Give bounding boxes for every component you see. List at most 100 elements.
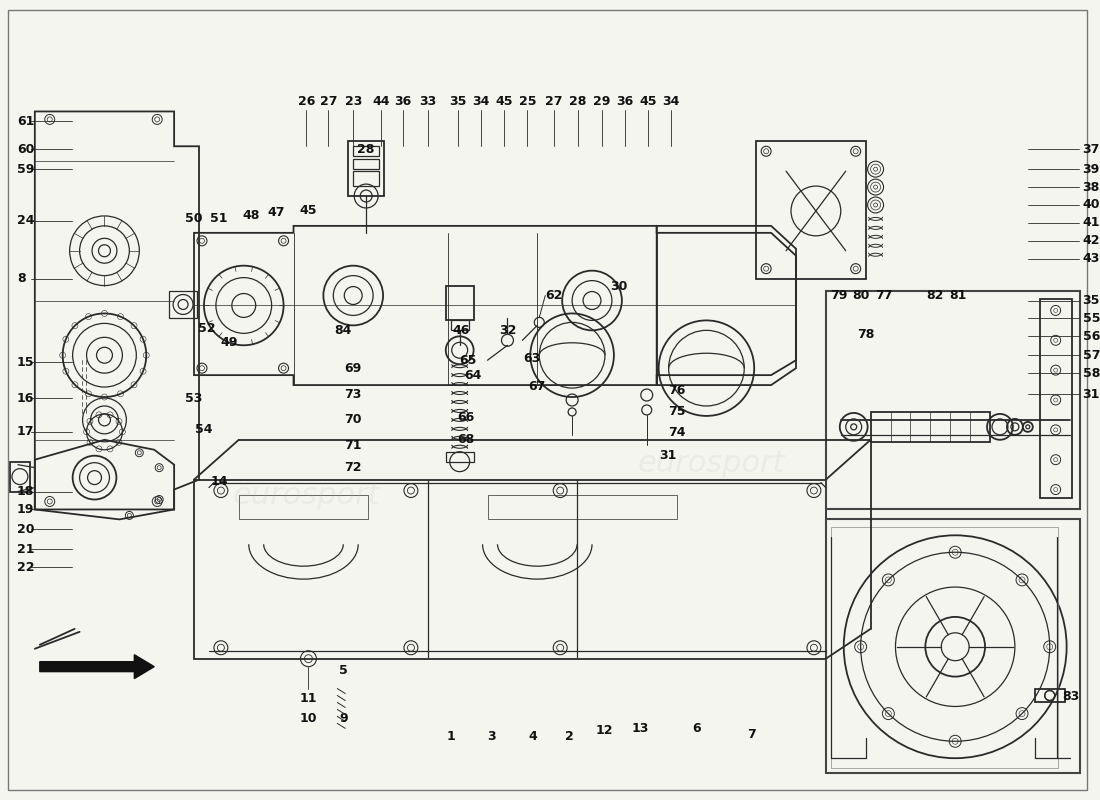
Text: 53: 53 [185,391,202,405]
Text: 1: 1 [447,730,455,743]
Text: 78: 78 [857,328,874,341]
Bar [349,142,384,196]
Bar [830,527,1058,768]
Text: 81: 81 [949,289,967,302]
Text: 70: 70 [344,414,362,426]
Text: 65: 65 [459,354,476,366]
Text: 45: 45 [496,95,514,108]
Text: 66: 66 [456,411,474,425]
Text: 5: 5 [339,664,348,677]
Text: 60: 60 [16,142,34,156]
Text: 4: 4 [528,730,537,743]
Text: 28: 28 [570,95,586,108]
Text: 82: 82 [926,289,944,302]
Text: 29: 29 [593,95,611,108]
Text: 28: 28 [358,142,375,156]
Text: 56: 56 [1082,330,1100,343]
Text: 46: 46 [452,324,470,337]
Bar [10,462,30,491]
Text: 55: 55 [1082,312,1100,325]
Text: 52: 52 [198,322,216,335]
Text: 36: 36 [394,95,411,108]
Text: 12: 12 [595,724,613,737]
Text: 34: 34 [662,95,680,108]
Bar [353,159,380,169]
Text: 51: 51 [210,213,228,226]
Text: 7: 7 [747,728,756,741]
Bar [446,286,474,321]
Text: 75: 75 [668,406,685,418]
Bar [870,412,990,442]
Text: 57: 57 [1082,349,1100,362]
Text: 23: 23 [344,95,362,108]
Text: 45: 45 [639,95,657,108]
Text: 54: 54 [195,423,212,436]
Text: 26: 26 [298,95,315,108]
Text: 31: 31 [1082,387,1100,401]
Text: 15: 15 [16,356,34,369]
Text: 31: 31 [659,450,676,462]
Text: 68: 68 [456,434,474,446]
Text: 16: 16 [16,391,34,405]
Text: 32: 32 [498,324,516,337]
Text: 42: 42 [1082,234,1100,247]
Text: 62: 62 [546,289,563,302]
Text: 59: 59 [16,162,34,176]
Bar [1035,689,1065,702]
Bar [353,171,380,186]
Text: 40: 40 [1082,198,1100,211]
Text: 35: 35 [449,95,466,108]
Text: 33: 33 [419,95,437,108]
Text: eurosport: eurosport [232,481,381,510]
Text: 27: 27 [546,95,563,108]
Text: 24: 24 [16,214,34,227]
Text: 11: 11 [299,692,317,705]
Text: 58: 58 [1082,366,1100,380]
Text: 30: 30 [610,280,628,293]
Text: 13: 13 [631,722,649,735]
Text: 63: 63 [524,352,541,365]
Text: 18: 18 [16,485,34,498]
Text: 47: 47 [268,206,285,219]
Text: 67: 67 [529,379,546,393]
Text: 80: 80 [852,289,869,302]
Text: 35: 35 [1082,294,1100,307]
Text: 73: 73 [344,387,362,401]
Text: 50: 50 [185,213,202,226]
Text: 38: 38 [1082,181,1100,194]
Text: 83: 83 [1063,690,1080,703]
Polygon shape [40,654,154,678]
Text: 3: 3 [487,730,496,743]
Text: 44: 44 [372,95,389,108]
Text: 10: 10 [299,712,317,725]
Text: 8: 8 [16,272,25,285]
Text: eurosport: eurosport [638,449,785,478]
Text: 39: 39 [1082,162,1100,176]
Text: 9: 9 [339,712,348,725]
Text: 48: 48 [242,210,260,222]
Text: 6: 6 [692,722,701,735]
Text: 74: 74 [668,426,685,439]
Text: 17: 17 [16,426,34,438]
Bar [353,146,380,156]
Text: 36: 36 [616,95,634,108]
Text: 37: 37 [1082,142,1100,156]
Bar [451,321,469,330]
Text: 79: 79 [830,289,847,302]
Text: 19: 19 [16,503,34,516]
Text: 84: 84 [334,324,352,337]
Bar [1040,298,1071,498]
Text: 64: 64 [464,369,482,382]
Bar [446,452,474,462]
Text: 45: 45 [299,205,317,218]
Text: 71: 71 [344,439,362,452]
Text: 72: 72 [344,461,362,474]
Text: 49: 49 [220,336,238,349]
Text: 2: 2 [564,730,573,743]
Text: 21: 21 [16,542,34,556]
Text: 34: 34 [472,95,490,108]
Text: 22: 22 [16,561,34,574]
Text: 14: 14 [210,475,228,488]
Text: 69: 69 [344,362,362,374]
Bar [169,290,197,318]
